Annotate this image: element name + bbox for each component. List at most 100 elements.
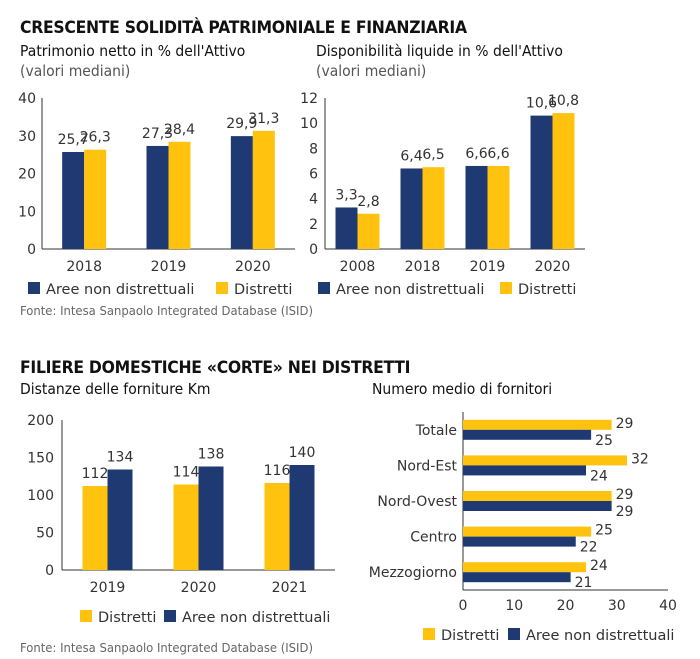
data-label: 134: [107, 450, 134, 466]
x-tick-label: 2019: [90, 580, 126, 596]
x-tick-label: 30: [608, 598, 626, 614]
data-label: 26,3: [80, 130, 111, 146]
legend-label: Aree non distrettuali: [526, 628, 674, 644]
data-label: 21: [575, 575, 593, 591]
legend-swatch: [318, 282, 330, 294]
legend-label: Aree non distrettuali: [336, 282, 484, 298]
y-tick-label: 10: [18, 204, 36, 220]
legend-label: Distretti: [234, 282, 292, 298]
bar-aree-non-distrettuali: [230, 136, 253, 249]
bar-distretti: [463, 526, 592, 537]
source-note-2: Fonte: Intesa Sanpaolo Integrated Databa…: [20, 640, 313, 655]
bar-distretti: [463, 491, 612, 501]
data-label: 2,8: [357, 194, 379, 210]
legend-swatch: [80, 610, 92, 622]
data-label: 25: [595, 433, 613, 449]
data-label: 25,7: [58, 132, 89, 148]
y-tick-label: 40: [18, 91, 36, 107]
y-tick-label: 200: [27, 413, 54, 429]
section-title-filiere: FILIERE DOMESTICHE «CORTE» NEI DISTRETTI: [20, 358, 411, 378]
bar-aree-non-distrettuali: [463, 572, 571, 583]
y-tick-label: 2: [309, 217, 318, 233]
chart4-title: Numero medio di fornitori: [372, 380, 553, 398]
data-label: 140: [289, 445, 316, 461]
y-tick-label: 100: [27, 488, 54, 504]
data-label: 24: [590, 468, 608, 484]
chart3-title: Distanze delle forniture Km: [20, 380, 211, 398]
data-label: 25: [595, 523, 613, 539]
y-tick-label: 0: [27, 242, 36, 258]
y-tick-label: 150: [27, 451, 54, 467]
data-label: 31,3: [248, 111, 279, 127]
category-label: Nord-Ovest: [377, 494, 457, 510]
data-label: 29: [616, 416, 634, 432]
bar-aree-non-distrettuali: [465, 165, 488, 249]
data-label: 6,5: [422, 147, 444, 163]
x-tick-label: 2020: [235, 259, 271, 275]
y-tick-label: 30: [18, 129, 36, 145]
y-tick-label: 0: [45, 563, 54, 579]
data-label: 3,3: [335, 187, 357, 203]
x-tick-label: 20: [557, 598, 575, 614]
legend-label: Distretti: [441, 628, 499, 644]
data-label: 32: [631, 451, 649, 467]
bar-distretti: [422, 167, 445, 249]
bar-distretti: [82, 486, 108, 570]
y-tick-label: 50: [36, 526, 54, 542]
bar-aree-non-distrettuali: [463, 429, 592, 440]
legend-swatch: [164, 610, 176, 622]
legend-swatch: [508, 628, 520, 640]
x-tick-label: 2020: [181, 580, 217, 596]
y-tick-label: 20: [18, 167, 36, 183]
bar-distretti: [487, 165, 510, 249]
y-tick-label: 8: [309, 141, 318, 157]
bar-distretti: [173, 484, 199, 570]
chart1-subtitle: (valori mediani): [20, 62, 131, 80]
bar-aree-non-distrettuali: [463, 536, 576, 547]
legend-label: Distretti: [98, 610, 156, 626]
data-label: 6,6: [487, 146, 509, 162]
legend-swatch: [500, 282, 512, 294]
data-label: 27,3: [142, 126, 173, 142]
bar-distretti: [463, 455, 627, 466]
data-label: 138: [198, 447, 225, 463]
data-label: 29: [616, 487, 634, 503]
bar-aree-non-distrettuali: [463, 465, 586, 476]
legend-label: Distretti: [518, 282, 576, 298]
bar-aree-non-distrettuali: [400, 168, 423, 249]
chart2-title: Disponibilità liquide in % dell'Attivo: [316, 42, 563, 60]
bar-distretti: [463, 419, 612, 430]
x-tick-label: 2020: [535, 259, 571, 275]
x-tick-label: 0: [459, 598, 468, 614]
category-label: Centro: [410, 530, 457, 546]
x-tick-label: 2021: [272, 580, 308, 596]
bar-distretti: [84, 149, 107, 249]
y-tick-label: 12: [300, 91, 318, 107]
category-label: Totale: [415, 423, 457, 439]
data-label: 28,4: [164, 122, 195, 138]
legend-label: Aree non distrettuali: [46, 282, 194, 298]
bar-distretti: [252, 130, 275, 249]
x-tick-label: 40: [659, 598, 677, 614]
bar-distretti: [552, 113, 575, 249]
data-label: 6,6: [465, 146, 487, 162]
data-label: 6,4: [400, 148, 422, 164]
data-label: 24: [590, 558, 608, 574]
bar-distretti: [357, 213, 380, 249]
data-label: 10,6: [526, 96, 557, 112]
bar-aree-non-distrettuali: [289, 465, 315, 570]
bar-aree-non-distrettuali: [530, 115, 553, 249]
data-label: 22: [580, 540, 598, 556]
category-label: Nord-Est: [397, 458, 458, 474]
x-tick-label: 2019: [151, 259, 187, 275]
data-label: 114: [173, 465, 200, 481]
x-tick-label: 2019: [470, 259, 506, 275]
section-title-solidita: CRESCENTE SOLIDITÀ PATRIMONIALE E FINANZ…: [20, 18, 467, 38]
legend-swatch: [423, 628, 435, 640]
category-label: Mezzogiorno: [369, 565, 457, 581]
y-tick-label: 6: [309, 167, 318, 183]
